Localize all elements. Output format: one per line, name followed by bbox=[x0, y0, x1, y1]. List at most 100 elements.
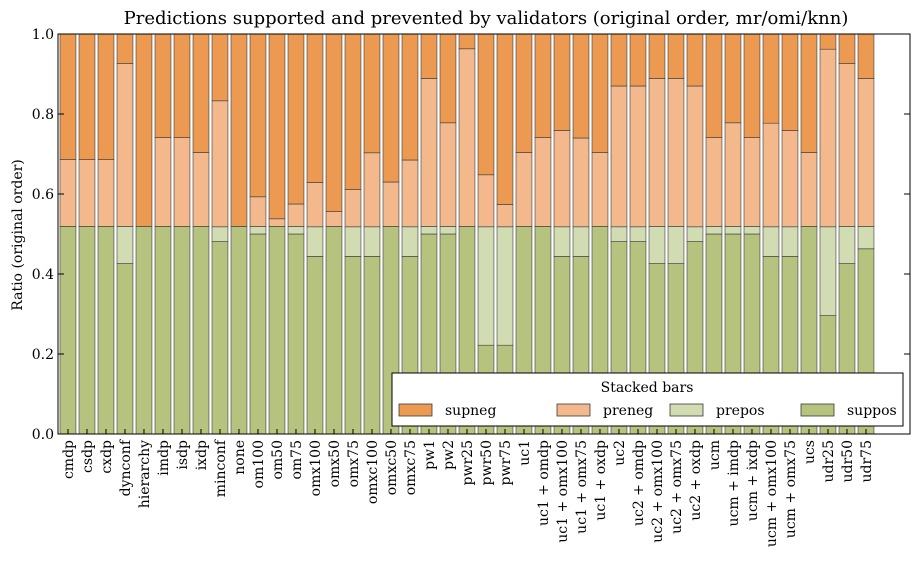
bar-segment-supneg bbox=[781, 33, 799, 131]
bar-segment-supneg bbox=[648, 33, 666, 79]
bar-segment-supneg bbox=[572, 33, 590, 139]
bar-segment-preneg bbox=[800, 152, 818, 227]
bar-segment-suppos bbox=[325, 226, 343, 435]
x-tick-label: uc2 + omx100 bbox=[650, 440, 666, 543]
x-tick-label: ucm + omx100 bbox=[764, 440, 780, 547]
bar-segment-supneg bbox=[743, 33, 761, 138]
x-tick-label: uc2 + oxdp bbox=[688, 440, 704, 521]
bar-segment-supneg bbox=[59, 33, 77, 160]
bar-segment-prepos bbox=[743, 226, 761, 235]
bar-segment-suppos bbox=[97, 226, 115, 435]
bar-segment-prepos bbox=[477, 226, 495, 346]
bar-segment-prepos bbox=[344, 226, 362, 257]
bar-segment-preneg bbox=[857, 78, 875, 227]
bar-segment-preneg bbox=[838, 63, 856, 227]
bar-segment-supneg bbox=[344, 33, 362, 190]
bar-segment-prepos bbox=[401, 226, 419, 257]
bar-segment-preneg bbox=[534, 137, 552, 227]
bar-segment-preneg bbox=[781, 130, 799, 228]
x-tick-label: uc1 + oxdp bbox=[593, 440, 609, 521]
x-tick-label: omx75 bbox=[346, 440, 362, 487]
x-tick-label: cmdp bbox=[61, 440, 77, 479]
bar-segment-prepos bbox=[116, 226, 134, 264]
legend-swatch-preneg bbox=[556, 403, 591, 417]
bar-segment-preneg bbox=[78, 159, 96, 227]
bar-segment-supneg bbox=[420, 33, 438, 79]
legend-box bbox=[391, 372, 904, 427]
plot-frame bbox=[57, 33, 911, 435]
bar-segment-suppos bbox=[173, 226, 191, 435]
bar-segment-preneg bbox=[496, 204, 514, 228]
bar-segment-supneg bbox=[800, 33, 818, 153]
bar-segment-preneg bbox=[591, 152, 609, 227]
bar-segment-preneg bbox=[249, 196, 267, 227]
bar-segment-prepos bbox=[781, 226, 799, 257]
x-tick-label: udr50 bbox=[840, 440, 856, 483]
bar-segment-suppos bbox=[135, 226, 153, 435]
bar-segment-supneg bbox=[496, 33, 514, 205]
bar-segment-supneg bbox=[230, 33, 248, 227]
x-tick-label: ixdp bbox=[194, 440, 210, 470]
bar-segment-preneg bbox=[325, 211, 343, 227]
bar-segment-preneg bbox=[382, 181, 400, 227]
legend-swatch-supneg bbox=[398, 403, 433, 417]
bar-segment-prepos bbox=[819, 226, 837, 316]
bar-segment-preneg bbox=[97, 159, 115, 227]
legend-label-suppos: suppos bbox=[847, 403, 897, 419]
bar-segment-suppos bbox=[363, 256, 381, 435]
bar-segment-prepos bbox=[705, 226, 723, 235]
bar-segment-supneg bbox=[591, 33, 609, 153]
bar-segment-suppos bbox=[344, 256, 362, 435]
bar-segment-prepos bbox=[610, 226, 628, 242]
bar-segment-supneg bbox=[439, 33, 457, 124]
x-tick-label: udr75 bbox=[859, 440, 875, 483]
bar-segment-supneg bbox=[667, 33, 685, 79]
bar-segment-preneg bbox=[173, 137, 191, 227]
bar-segment-preneg bbox=[287, 203, 305, 227]
x-tick-label: pw2 bbox=[441, 440, 457, 470]
x-tick-label: dynconf bbox=[118, 438, 134, 496]
x-tick-label: uc1 bbox=[517, 440, 533, 466]
x-tick-label: ucm bbox=[707, 440, 723, 470]
bar-segment-supneg bbox=[173, 33, 191, 138]
x-tick-label: pwr75 bbox=[498, 440, 514, 485]
x-tick-label: omxc75 bbox=[403, 440, 419, 495]
bar-segment-supneg bbox=[363, 33, 381, 154]
bar-segment-prepos bbox=[762, 226, 780, 257]
bar-segment-supneg bbox=[325, 33, 343, 212]
bar-segment-prepos bbox=[648, 226, 666, 264]
bar-segment-supneg bbox=[97, 33, 115, 160]
legend: Stacked bars supneg preneg prepos suppos bbox=[391, 372, 904, 427]
y-tick-label: 0.8 bbox=[32, 107, 54, 123]
bar-segment-prepos bbox=[667, 226, 685, 264]
bar-segment-supneg bbox=[705, 33, 723, 138]
bar-segment-supneg bbox=[192, 33, 210, 153]
chart-title: Predictions supported and prevented by v… bbox=[124, 8, 849, 29]
y-tick-label: 1.0 bbox=[32, 27, 54, 43]
bar-segment-prepos bbox=[287, 226, 305, 235]
bar-segment-supneg bbox=[610, 33, 628, 87]
bar-segment-supneg bbox=[401, 33, 419, 161]
bar-segment-preneg bbox=[268, 218, 286, 227]
bar-segment-suppos bbox=[268, 226, 286, 435]
legend-swatch-suppos bbox=[800, 403, 835, 417]
bar-segment-preneg bbox=[344, 189, 362, 228]
bar-segment-supneg bbox=[211, 33, 229, 102]
legend-title: Stacked bars bbox=[601, 380, 694, 396]
x-tick-label: pwr25 bbox=[460, 440, 476, 485]
x-tick-label: imdp bbox=[156, 440, 172, 476]
bar-segment-prepos bbox=[572, 226, 590, 257]
bar-segment-suppos bbox=[59, 226, 77, 435]
y-tick-label: 0.0 bbox=[32, 427, 54, 443]
bar-segment-suppos bbox=[287, 233, 305, 435]
bar-segment-prepos bbox=[553, 226, 571, 257]
x-tick-label: ucm + omx75 bbox=[783, 440, 799, 538]
bar-segment-preneg bbox=[553, 130, 571, 228]
x-tick-label: om75 bbox=[289, 440, 305, 480]
bar-segment-supneg bbox=[268, 33, 286, 220]
bar-segment-suppos bbox=[249, 233, 267, 435]
x-axis: cmdp csdp cxdp dynconf hierarchy imdp isdp ixdp… bbox=[61, 429, 875, 547]
bar-segment-preneg bbox=[743, 137, 761, 227]
bar-segment-preneg bbox=[401, 159, 419, 228]
bar-segment-preneg bbox=[610, 85, 628, 228]
